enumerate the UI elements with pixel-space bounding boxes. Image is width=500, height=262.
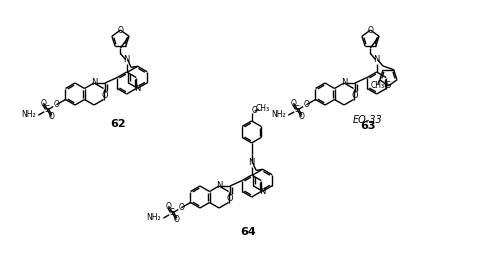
Text: N: N [134, 84, 141, 93]
Text: O: O [48, 112, 54, 121]
Text: CH₃: CH₃ [371, 81, 385, 90]
Text: O: O [298, 112, 304, 121]
Text: N: N [248, 158, 255, 167]
Text: N: N [216, 181, 222, 190]
Text: O: O [54, 100, 60, 109]
Text: S: S [294, 105, 300, 114]
Text: O: O [290, 99, 296, 108]
Text: O: O [304, 100, 310, 109]
Text: O: O [166, 202, 172, 211]
Text: O: O [352, 91, 358, 100]
Text: NH₂: NH₂ [22, 110, 36, 119]
Text: N: N [342, 78, 347, 87]
Text: O: O [252, 106, 258, 115]
Text: 62: 62 [110, 119, 126, 129]
Text: S: S [386, 81, 391, 90]
Text: S: S [44, 105, 50, 114]
Text: O: O [178, 203, 184, 212]
Text: O: O [368, 25, 374, 35]
Text: S: S [170, 209, 175, 217]
Text: N: N [92, 78, 98, 87]
Text: N: N [124, 55, 130, 64]
Text: O: O [174, 215, 179, 224]
Text: NH₂: NH₂ [146, 213, 162, 222]
Text: 63: 63 [360, 121, 376, 131]
Text: NH₂: NH₂ [272, 110, 286, 119]
Text: O: O [40, 99, 46, 108]
Text: O: O [226, 194, 234, 203]
Text: N: N [374, 55, 380, 64]
Text: 64: 64 [240, 227, 256, 237]
Text: N: N [260, 187, 266, 196]
Text: O: O [102, 91, 108, 100]
Text: EO-33: EO-33 [353, 115, 383, 125]
Text: CH₃: CH₃ [256, 104, 270, 113]
Text: O: O [118, 25, 124, 35]
